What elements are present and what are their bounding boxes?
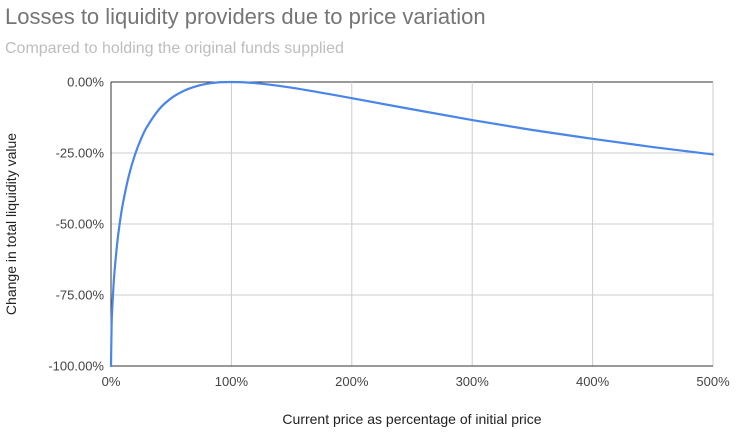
y-tick-label: 0.00% [67, 75, 104, 90]
x-tick-label: 200% [335, 374, 369, 389]
y-tick-label: -25.00% [56, 146, 105, 161]
x-tick-label: 400% [576, 374, 610, 389]
chart-title: Losses to liquidity providers due to pri… [5, 4, 486, 29]
x-tick-label: 500% [696, 374, 730, 389]
y-axis-title: Change in total liquidity value [3, 133, 19, 315]
chart-subtitle: Compared to holding the original funds s… [5, 40, 344, 57]
x-tick-label: 300% [456, 374, 490, 389]
grid [110, 81, 714, 367]
tick-labels: 0.00% -25.00% -50.00% -75.00% -100.00%0% 100%… [48, 75, 730, 390]
y-tick-label: -50.00% [56, 217, 105, 232]
y-tick-label: -100.00% [48, 359, 104, 374]
series-line [109, 80, 715, 368]
x-tick-label: 100% [215, 374, 249, 389]
x-tick-label: 0% [102, 374, 121, 389]
series-layer [109, 80, 715, 368]
x-axis-title: Current price as percentage of initial p… [282, 411, 541, 427]
y-tick-label: -75.00% [56, 288, 105, 303]
